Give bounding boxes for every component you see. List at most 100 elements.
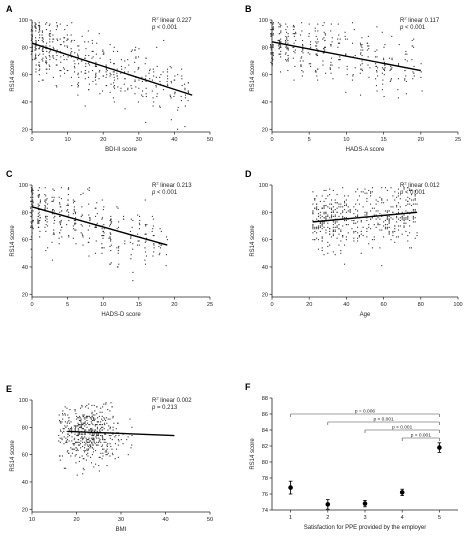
scatter-point <box>386 210 388 212</box>
y-tick-label: 40 <box>22 265 28 271</box>
scatter-point <box>357 221 359 223</box>
scatter-point <box>31 256 33 258</box>
scatter-point <box>35 45 37 47</box>
y-tick-label: 80 <box>262 210 268 216</box>
scatter-point <box>336 202 338 204</box>
scatter-point <box>271 52 273 54</box>
scatter-point <box>332 215 334 217</box>
scatter-point <box>409 198 411 200</box>
r-squared-r: R <box>400 183 405 189</box>
scatter-point <box>355 215 357 217</box>
scatter-point <box>109 428 111 430</box>
scatter-point <box>80 232 82 234</box>
scatter-point <box>312 221 314 223</box>
scatter-point <box>366 228 368 230</box>
scatter-point <box>57 39 59 42</box>
scatter-point <box>346 38 348 40</box>
scatter-point <box>330 199 333 201</box>
scatter-point <box>77 94 79 96</box>
scatter-point <box>101 252 103 254</box>
scatter-point <box>409 247 411 249</box>
scatter-point <box>174 79 176 81</box>
scatter-point <box>86 422 89 424</box>
scatter-point <box>82 236 84 238</box>
scatter-point <box>61 439 63 441</box>
scatter-point <box>66 430 68 432</box>
scatter-point <box>103 422 105 424</box>
scatter-point <box>270 48 272 50</box>
scatter-point <box>345 236 347 238</box>
scatter-point <box>74 429 76 431</box>
scatter-point <box>373 207 375 209</box>
scatter-point <box>60 229 62 231</box>
scatter-point <box>49 59 51 61</box>
scatter-point <box>103 228 105 230</box>
comparison-p-value: p < 0.001 <box>392 425 412 431</box>
scatter-point <box>52 76 54 78</box>
scatter-point <box>397 63 400 65</box>
scatter-point <box>146 237 148 239</box>
scatter-point <box>322 60 324 62</box>
scatter-point <box>61 432 64 434</box>
scatter-point <box>169 94 171 96</box>
scatter-point <box>364 214 366 216</box>
p-value: < 0.001 <box>155 25 178 31</box>
scatter-point <box>59 459 61 461</box>
scatter-point <box>360 94 362 96</box>
scatter-point <box>95 207 97 209</box>
scatter-point <box>180 95 182 98</box>
scatter-point <box>272 44 274 46</box>
scatter-point <box>347 206 349 208</box>
scatter-point <box>110 74 112 76</box>
scatter-point <box>52 46 54 48</box>
scatter-point <box>272 46 274 48</box>
scatter-point <box>141 90 144 92</box>
scatter-point <box>397 202 400 204</box>
scatter-point <box>63 467 65 469</box>
y-axis-label: RS14 score <box>10 225 16 257</box>
scatter-point <box>315 71 317 73</box>
scatter-point <box>106 445 108 447</box>
scatter-point <box>77 417 79 419</box>
x-tick-label: 3 <box>363 515 366 521</box>
scatter-point <box>302 60 304 62</box>
scatter-point <box>87 455 89 457</box>
scatter-point <box>102 452 104 454</box>
scatter-point <box>376 69 378 72</box>
p-value-label: p < 0.001 <box>399 25 426 31</box>
scatter-point <box>48 34 50 36</box>
scatter-point <box>31 38 33 40</box>
scatter-point <box>397 229 400 231</box>
scatter-point <box>312 191 314 193</box>
scatter-point <box>32 200 34 202</box>
scatter-point <box>64 406 66 408</box>
scatter-point <box>170 82 173 84</box>
scatter-point <box>270 29 272 31</box>
scatter-point <box>366 217 368 219</box>
scatter-point <box>65 437 67 439</box>
scatter-point <box>349 210 351 212</box>
scatter-point <box>353 206 355 208</box>
scatter-point <box>391 59 393 61</box>
scatter-point <box>79 407 82 409</box>
scatter-point <box>317 209 320 211</box>
scatter-point <box>39 236 41 238</box>
mean-point <box>362 501 368 506</box>
scatter-point <box>96 428 99 430</box>
scatter-point <box>272 45 274 47</box>
scatter-point <box>52 38 54 40</box>
scatter-point <box>390 68 392 70</box>
scatter-point <box>112 97 115 99</box>
scatter-point <box>87 41 89 43</box>
scatter-point <box>412 217 414 219</box>
scatter-point <box>39 34 41 36</box>
scatter-point <box>319 222 321 224</box>
scatter-point <box>34 23 37 25</box>
scatter-point <box>386 199 388 201</box>
scatter-point <box>353 222 355 224</box>
scatter-point <box>63 72 66 74</box>
scatter-point <box>317 225 320 227</box>
scatter-point <box>94 418 96 420</box>
scatter-point <box>401 218 403 220</box>
scatter-point <box>396 236 398 238</box>
